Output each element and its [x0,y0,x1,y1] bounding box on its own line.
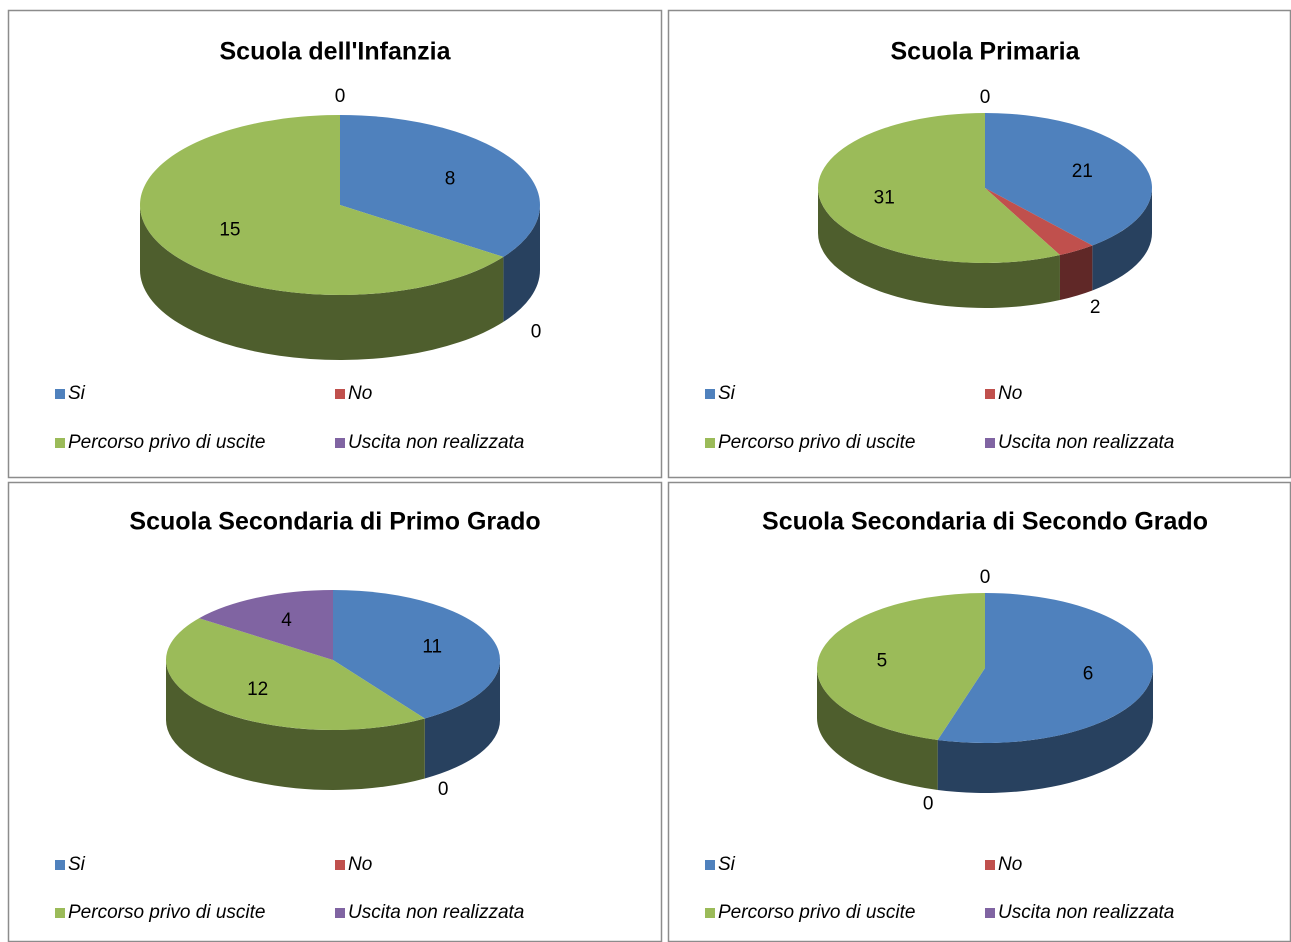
pie-slice [340,115,540,257]
legend-swatch [335,389,345,399]
pie-sides [817,668,1153,793]
pie-slice [817,593,985,740]
legend-swatch [705,860,715,870]
slice-side [166,660,425,790]
legend-label: Si [718,854,736,875]
data-label: 31 [874,188,895,209]
pie-slice [937,593,1154,744]
legend-swatch [335,908,345,918]
pie-sides [140,205,540,360]
pie-tops [166,590,500,730]
legend-label: No [348,383,372,404]
slice-side [818,188,1060,308]
chart-title: Scuola dell'Infanzia [220,38,452,66]
data-label: 5 [877,650,888,671]
legend-swatch [55,860,65,870]
data-label: 21 [1072,161,1093,182]
pie-slice [140,115,504,295]
slice-side [140,205,504,360]
legend-label: Uscita non realizzata [998,902,1174,923]
data-label: 12 [247,679,268,700]
data-label: 15 [219,220,240,241]
legend-label: No [998,854,1022,875]
legend-swatch [705,389,715,399]
legend-label: Uscita non realizzata [348,902,524,923]
data-label: 0 [980,87,991,108]
legend-label: Percorso privo di uscite [718,432,915,453]
data-label: 0 [980,567,991,588]
data-label: 0 [335,86,346,107]
legend-swatch [335,438,345,448]
legend-swatch [985,438,995,448]
pie-sides [166,660,500,790]
legend-label: Percorso privo di uscite [68,432,265,453]
chart-title: Scuola Primaria [891,38,1081,66]
slice-side [937,668,1153,793]
legend-label: Si [68,854,86,875]
legend-swatch [335,860,345,870]
data-label: 6 [1083,664,1094,685]
slice-side [503,205,540,322]
pie-sides [818,188,1152,308]
data-label: 4 [281,610,292,631]
legend-label: No [998,383,1022,404]
legend-swatch [705,908,715,918]
chart-title: Scuola Secondaria di Primo Grado [129,508,540,536]
legend-swatch [55,389,65,399]
legend-swatch [55,438,65,448]
legend-swatch [985,860,995,870]
legend-swatch [55,908,65,918]
panel-border [7,9,663,479]
legend-label: Si [68,383,86,404]
slice-side [424,660,500,779]
chart-title: Scuola Secondaria di Secondo Grado [762,508,1208,536]
data-label: 2 [1090,297,1101,318]
pie-tops [140,115,540,295]
slice-side [1059,245,1093,301]
legend-label: Percorso privo di uscite [718,902,915,923]
pie-tops [817,593,1154,744]
legend-label: Si [718,383,736,404]
data-label: 0 [923,793,934,814]
pie-slice [333,590,500,719]
legend-label: Percorso privo di uscite [68,902,265,923]
pie-slice [818,113,1060,263]
pie-tops [818,113,1152,263]
pie-slice [199,590,333,660]
legend-swatch [985,908,995,918]
legend-label: Uscita non realizzata [348,432,524,453]
pie-slice [166,618,425,730]
data-label: 0 [438,779,449,800]
legend-swatch [705,438,715,448]
data-label: 0 [531,321,542,342]
data-label: 8 [445,168,456,189]
legend-label: No [348,854,372,875]
data-label: 11 [422,637,442,658]
pie-slice [985,188,1093,256]
legend-swatch [985,389,995,399]
pie-slice [985,113,1152,246]
legend-label: Uscita non realizzata [998,432,1174,453]
slice-side [1092,188,1152,291]
slice-side [817,668,938,790]
